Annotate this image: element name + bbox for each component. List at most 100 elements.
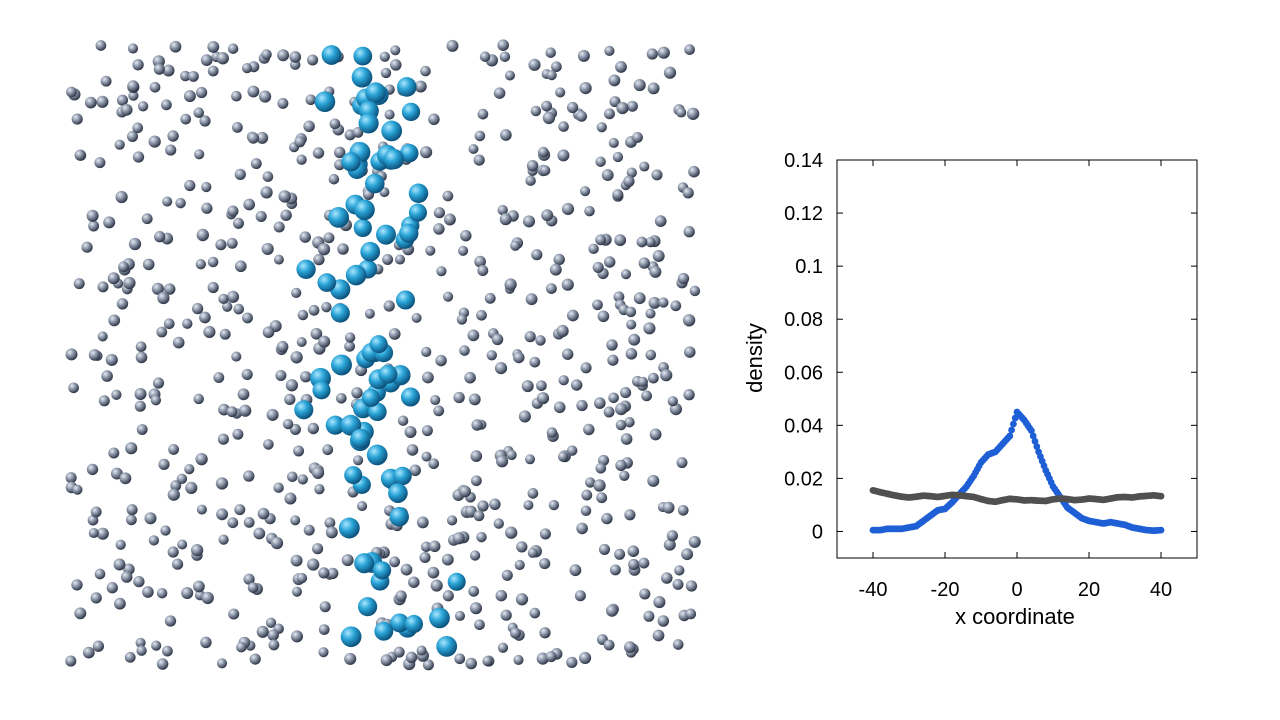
small-particle <box>351 387 363 399</box>
small-particle <box>307 422 319 435</box>
small-particle <box>203 325 216 339</box>
small-particle <box>353 455 364 466</box>
small-particle <box>531 249 543 261</box>
x-axis-ticks: -40 -20 0 20 40 <box>859 160 1172 601</box>
small-particle <box>514 559 525 571</box>
small-particle <box>282 418 294 430</box>
small-particle <box>521 380 534 393</box>
small-particle <box>275 369 287 382</box>
series-1 <box>869 486 1165 506</box>
small-particle <box>207 256 219 268</box>
small-particle <box>499 51 511 62</box>
small-particle <box>551 61 562 73</box>
large-particle <box>331 354 352 376</box>
small-particle <box>296 154 307 165</box>
small-particle <box>530 105 542 117</box>
small-particle <box>471 475 482 487</box>
small-particle <box>379 51 390 62</box>
small-particle <box>496 455 509 468</box>
small-particle <box>303 120 315 133</box>
small-particle <box>652 250 665 262</box>
small-particle <box>555 87 566 98</box>
small-particle <box>526 159 539 172</box>
small-particle <box>504 70 516 81</box>
small-particle <box>522 215 536 228</box>
small-particle <box>195 86 208 99</box>
small-particle <box>549 263 562 276</box>
small-particle <box>261 49 272 60</box>
small-particle <box>643 322 656 335</box>
small-particle <box>594 397 606 409</box>
small-particle <box>430 394 441 406</box>
small-particle <box>596 492 608 504</box>
small-particle <box>646 48 658 60</box>
large-particle <box>368 402 387 422</box>
small-particle <box>182 318 193 329</box>
small-particle <box>649 428 662 441</box>
small-particle <box>545 47 556 58</box>
small-particle <box>380 67 392 79</box>
small-particle <box>525 175 536 186</box>
small-particle <box>441 553 454 566</box>
large-particle <box>404 614 423 634</box>
small-particle <box>428 113 440 126</box>
small-particle <box>267 629 279 641</box>
small-particle <box>242 312 253 324</box>
small-particle <box>624 416 635 428</box>
x-tick-label: 40 <box>1150 579 1172 601</box>
small-particle <box>471 419 483 431</box>
small-particle <box>259 90 272 103</box>
small-particle <box>416 516 429 529</box>
small-particle <box>624 509 636 521</box>
small-particle <box>474 619 485 631</box>
small-particle <box>562 348 574 360</box>
small-particle <box>620 387 632 399</box>
small-particle <box>97 331 108 342</box>
x-tick-label: -20 <box>931 579 960 601</box>
small-particle <box>421 451 432 462</box>
small-particle <box>142 258 155 271</box>
small-particle <box>82 646 95 659</box>
small-particle <box>71 579 83 591</box>
small-particle <box>127 43 139 54</box>
small-particle <box>529 607 541 619</box>
small-particle <box>541 209 554 222</box>
small-particle <box>493 87 506 99</box>
small-particle <box>569 564 582 577</box>
small-particle <box>576 110 588 122</box>
small-particle <box>193 393 204 405</box>
small-particle <box>193 107 205 118</box>
small-particle <box>74 607 87 620</box>
large-particle <box>429 607 450 629</box>
small-particle <box>482 655 493 667</box>
small-particle <box>73 278 85 290</box>
small-particle <box>161 99 172 111</box>
small-particle <box>497 39 510 51</box>
small-particle <box>624 641 636 653</box>
small-particle <box>136 424 148 435</box>
large-particle <box>447 572 466 591</box>
small-particle <box>606 339 618 351</box>
small-particle <box>162 64 175 77</box>
small-particle <box>382 254 394 265</box>
data-point <box>1157 492 1165 500</box>
small-particle <box>604 108 615 120</box>
small-particle <box>561 202 575 216</box>
small-particle <box>608 137 619 148</box>
small-particle <box>454 610 466 621</box>
x-axis-label: x coordinate <box>955 604 1075 629</box>
large-particle <box>312 381 331 400</box>
small-particle <box>318 647 329 658</box>
small-particle <box>218 534 229 545</box>
small-particle <box>156 587 168 599</box>
small-particle <box>672 578 684 590</box>
small-particle <box>201 202 213 214</box>
small-particle <box>227 205 239 217</box>
small-particle <box>226 290 240 303</box>
small-particle <box>414 80 427 93</box>
small-particle <box>608 74 621 87</box>
small-particle <box>123 276 136 290</box>
small-particle <box>280 209 292 221</box>
large-particle <box>338 517 360 539</box>
small-particle <box>685 580 698 592</box>
